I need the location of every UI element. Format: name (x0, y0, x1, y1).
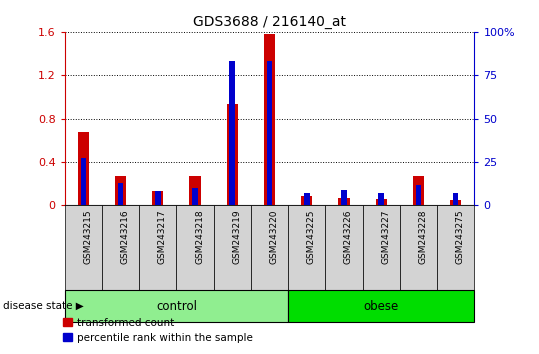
Bar (413, 176, 424, 205)
Bar (251, 205, 288, 290)
Bar (115, 176, 126, 205)
Bar (155, 192, 161, 205)
Text: GSM243215: GSM243215 (84, 210, 92, 264)
Text: GSM243228: GSM243228 (418, 210, 427, 264)
Bar (416, 184, 421, 205)
Text: obese: obese (364, 300, 399, 313)
Bar (301, 195, 312, 205)
Bar (304, 193, 309, 205)
Bar (363, 205, 400, 290)
Bar (227, 104, 238, 205)
Bar (192, 188, 198, 205)
Text: GSM243220: GSM243220 (270, 210, 279, 264)
Bar (338, 198, 350, 205)
Bar (213, 205, 251, 290)
Text: GSM243225: GSM243225 (307, 210, 316, 264)
Text: control: control (156, 300, 197, 313)
Bar (152, 191, 163, 205)
Text: disease state ▶: disease state ▶ (3, 301, 84, 311)
Bar (139, 205, 176, 290)
Text: GSM243218: GSM243218 (195, 210, 204, 264)
Bar (400, 205, 437, 290)
Legend: transformed count, percentile rank within the sample: transformed count, percentile rank withi… (59, 314, 257, 347)
Text: GSM243216: GSM243216 (121, 210, 129, 264)
Bar (65, 205, 102, 290)
Bar (102, 205, 139, 290)
Bar (65, 290, 288, 322)
Bar (326, 205, 363, 290)
Bar (453, 193, 459, 205)
Bar (80, 159, 86, 205)
Bar (189, 176, 201, 205)
Bar (267, 61, 272, 205)
Text: GSM243219: GSM243219 (232, 210, 241, 264)
Bar (264, 34, 275, 205)
Bar (118, 183, 123, 205)
Bar (450, 200, 461, 205)
Bar (378, 193, 384, 205)
Bar (176, 205, 213, 290)
Text: GSM243275: GSM243275 (455, 210, 465, 264)
Bar (376, 199, 387, 205)
Title: GDS3688 / 216140_at: GDS3688 / 216140_at (193, 16, 346, 29)
Bar (288, 290, 474, 322)
Text: GSM243226: GSM243226 (344, 210, 353, 264)
Bar (288, 205, 326, 290)
Bar (230, 61, 235, 205)
Text: GSM243227: GSM243227 (381, 210, 390, 264)
Text: GSM243217: GSM243217 (158, 210, 167, 264)
Bar (78, 132, 89, 205)
Bar (341, 190, 347, 205)
Bar (437, 205, 474, 290)
